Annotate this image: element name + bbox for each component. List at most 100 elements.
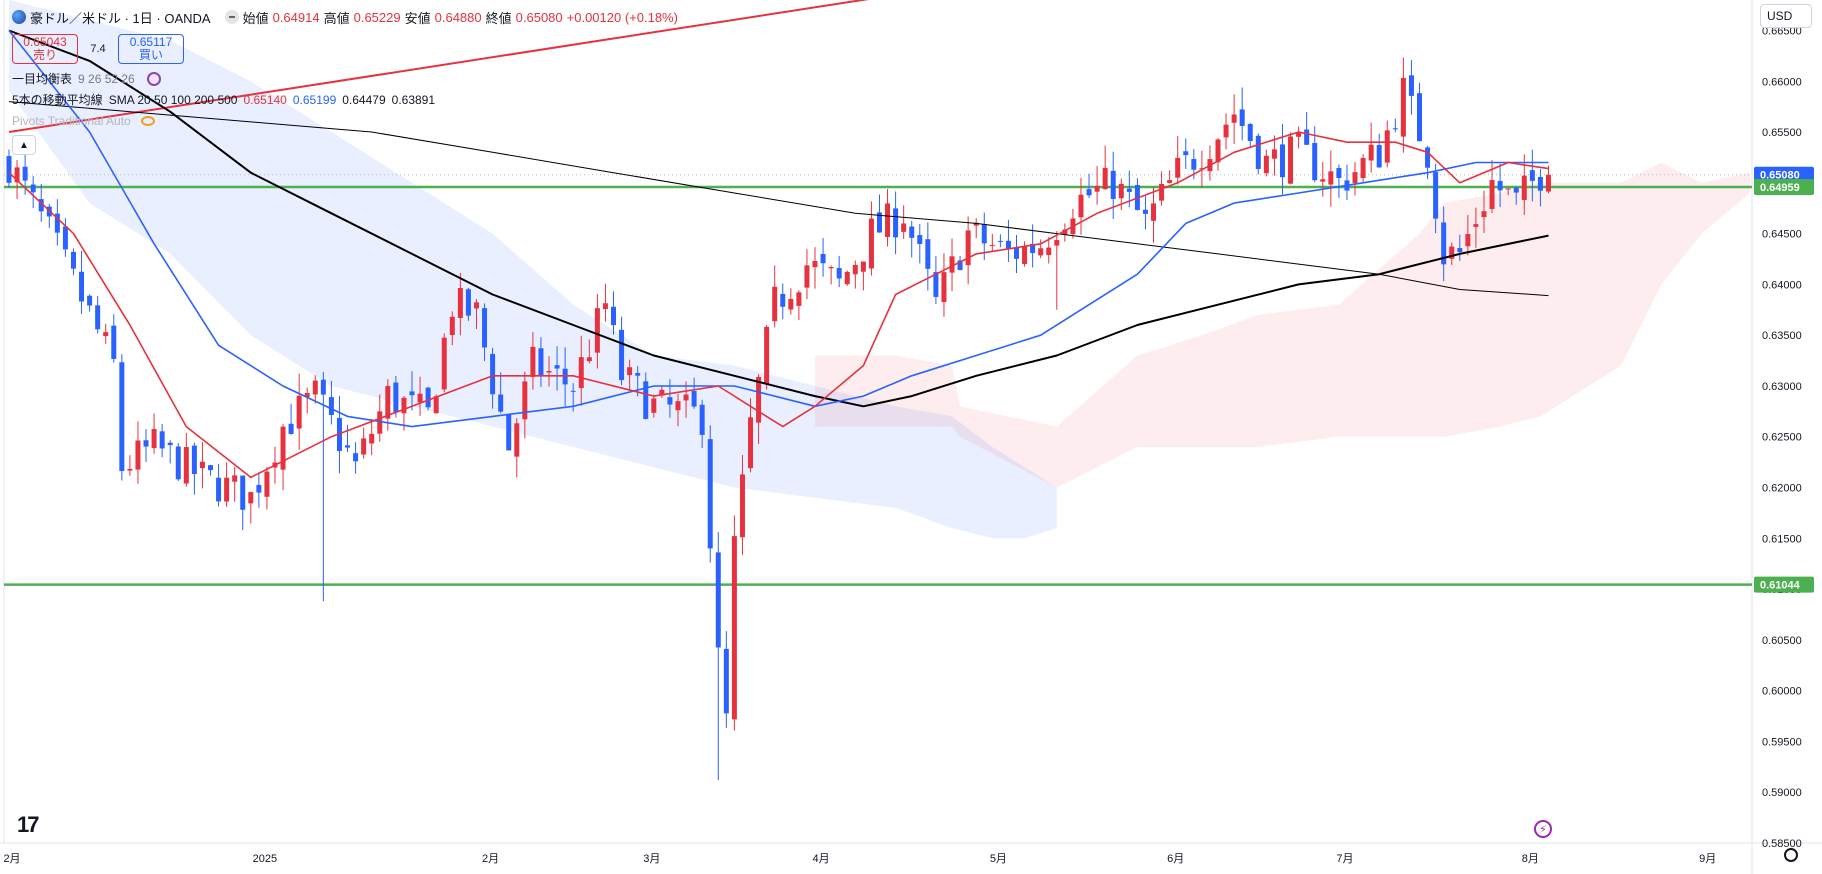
collapse-legend-button[interactable]: ▲ xyxy=(12,135,36,155)
candle-body xyxy=(409,391,415,396)
candle-98 xyxy=(796,290,802,320)
candle-74 xyxy=(602,283,608,322)
ohlc-open-label: 始値 xyxy=(242,10,269,26)
candle-66 xyxy=(538,337,544,387)
candle-12 xyxy=(103,323,109,344)
candle-body xyxy=(1497,180,1503,191)
candle-94 xyxy=(764,325,770,390)
candle-183 xyxy=(1481,190,1487,234)
candle-75 xyxy=(611,291,616,335)
time-tick-label: 9月 xyxy=(1699,853,1716,865)
candle-body xyxy=(54,213,60,233)
lightning-icon[interactable]: ⚡ xyxy=(1534,820,1552,838)
candle-body xyxy=(570,390,576,392)
candle-body xyxy=(1151,203,1157,221)
candle-96 xyxy=(780,283,786,320)
candle-130 xyxy=(1054,231,1060,310)
candle-39 xyxy=(320,371,326,602)
candle-body xyxy=(1465,234,1471,247)
chevron-up-icon: ▲ xyxy=(19,139,29,151)
candle-144 xyxy=(1167,170,1173,184)
candle-31 xyxy=(256,472,262,508)
candle-173 xyxy=(1400,57,1406,153)
candle-59 xyxy=(482,303,488,361)
candle-body xyxy=(304,392,310,398)
candle-15 xyxy=(127,455,133,476)
indicator-sma[interactable]: 5本の移動平均線 SMA 20 50 100 200 500 0.65140 0… xyxy=(12,89,682,110)
candle-body xyxy=(14,167,20,183)
candles xyxy=(6,57,1551,781)
candle-body xyxy=(1167,180,1173,183)
candle-body xyxy=(756,377,762,423)
price-tick-label: 0.66000 xyxy=(1762,76,1802,88)
ohlc-close-label: 終値 xyxy=(485,10,512,26)
candle-body xyxy=(135,440,141,470)
candle-body xyxy=(522,381,528,420)
settings-gear-icon[interactable] xyxy=(1784,848,1798,862)
candle-body xyxy=(707,439,713,549)
candle-68 xyxy=(554,346,560,391)
candle-50 xyxy=(409,371,415,411)
candle-6 xyxy=(54,199,60,246)
candle-71 xyxy=(578,335,584,406)
candle-118 xyxy=(957,256,963,271)
candle-189 xyxy=(1529,149,1535,202)
candle-125 xyxy=(1014,234,1019,274)
candle-body xyxy=(1336,168,1342,179)
candle-102 xyxy=(828,265,834,285)
candle-body xyxy=(619,329,625,381)
time-tick-label: 8月 xyxy=(1522,853,1539,865)
candle-body xyxy=(361,438,367,455)
candle-51 xyxy=(417,376,423,416)
candle-63 xyxy=(514,418,520,478)
candle-26 xyxy=(216,463,222,507)
candle-body xyxy=(731,536,737,720)
candle-body xyxy=(240,475,246,510)
candle-body xyxy=(1046,247,1052,256)
candle-body xyxy=(208,465,213,471)
candle-145 xyxy=(1175,136,1181,185)
candle-body xyxy=(828,267,834,269)
candle-17 xyxy=(143,429,149,462)
currency-selector[interactable]: USD xyxy=(1760,4,1812,28)
candle-110 xyxy=(893,191,899,255)
candle-body xyxy=(441,337,447,390)
candle-86 xyxy=(699,399,705,448)
buy-button[interactable]: 0.65117 買い xyxy=(118,34,184,64)
candle-25 xyxy=(208,464,213,476)
candle-76 xyxy=(619,316,625,386)
symbol-title[interactable]: 豪ドル／米ドル · 1日 · OANDA xyxy=(30,10,211,26)
hide-legend-icon[interactable] xyxy=(224,10,239,24)
candle-body xyxy=(667,397,673,405)
candle-190 xyxy=(1537,168,1543,207)
candle-84 xyxy=(683,381,689,418)
sma50-value: 0.65199 xyxy=(292,92,337,107)
candle-body xyxy=(1360,158,1366,179)
refresh-icon[interactable] xyxy=(146,71,161,86)
sell-button[interactable]: 0.65043 売り xyxy=(12,34,78,64)
candle-body xyxy=(1199,168,1205,170)
price-axis: 0.665000.660000.655000.650000.645000.640… xyxy=(1754,25,1814,850)
hidden-eye-icon[interactable] xyxy=(140,115,155,126)
candle-body xyxy=(901,223,907,232)
candle-29 xyxy=(240,475,246,531)
candle-body xyxy=(1118,183,1124,199)
indicator-ichimoku[interactable]: 一目均衡表 9 26 52 26 xyxy=(12,68,682,89)
candle-body xyxy=(594,308,600,353)
candle-body xyxy=(715,552,721,648)
candle-body xyxy=(498,394,504,412)
candle-body xyxy=(288,423,294,434)
candle-126 xyxy=(1022,241,1028,267)
ichimoku-cloud-bullish xyxy=(815,162,1750,488)
candle-body xyxy=(1231,114,1237,123)
candle-body xyxy=(812,261,818,268)
candle-body xyxy=(965,230,971,266)
candle-92 xyxy=(748,398,754,473)
tradingview-logo-icon[interactable]: 17 xyxy=(17,812,40,837)
candle-body xyxy=(844,271,850,285)
candle-body xyxy=(1521,175,1527,201)
indicator-pivots[interactable]: Pivots Traditional Auto xyxy=(12,110,682,131)
candle-93 xyxy=(756,374,762,444)
